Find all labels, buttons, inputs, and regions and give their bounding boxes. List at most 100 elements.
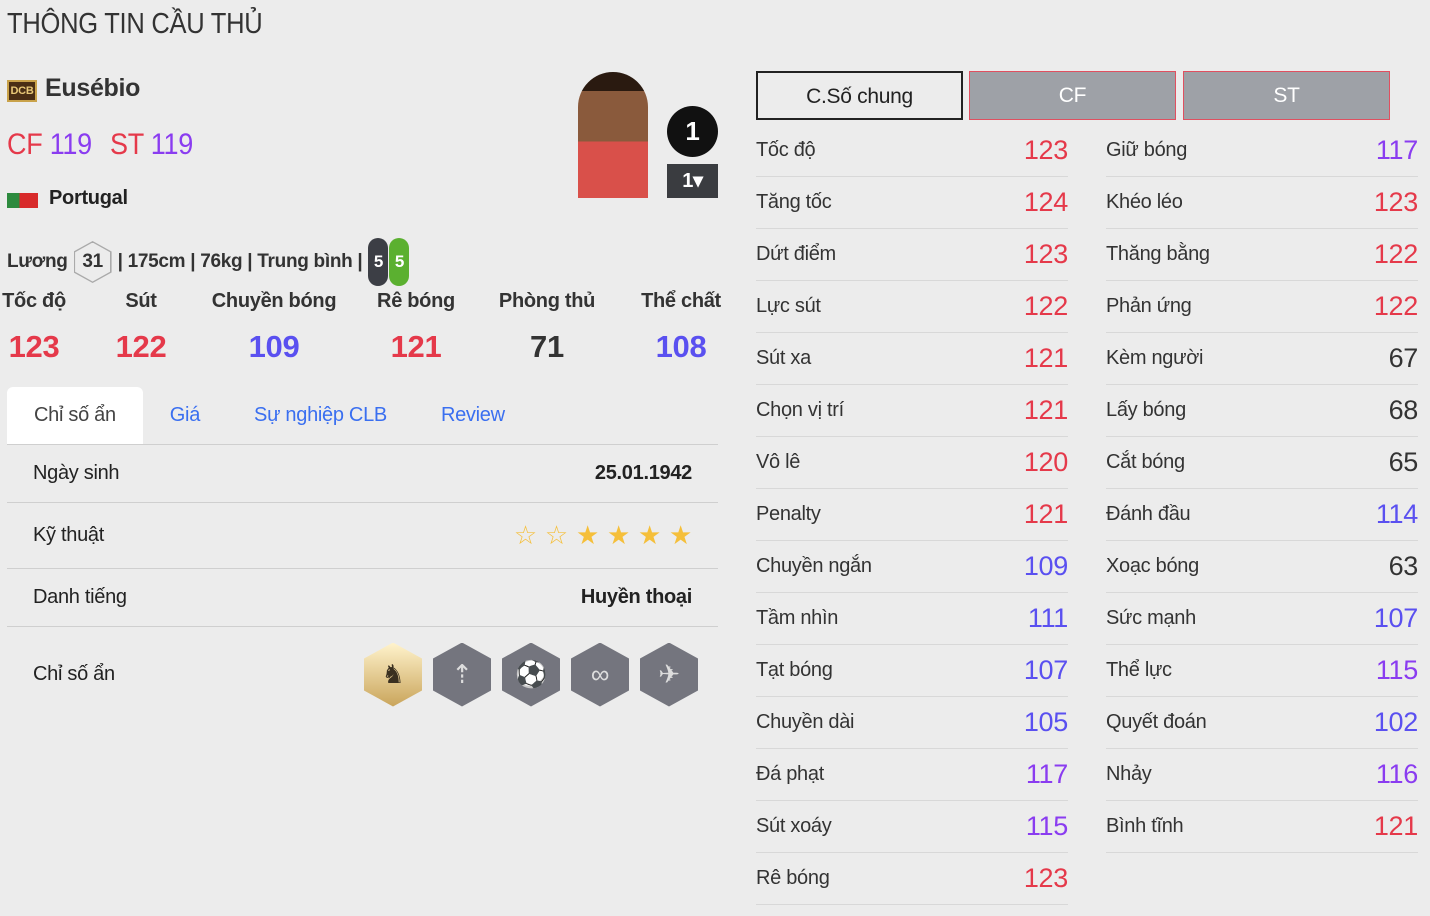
pos-ovr: 119 <box>49 128 93 161</box>
main-stat-label: Thể chất <box>641 290 721 312</box>
stat-value: 121 <box>1373 811 1418 841</box>
star-filled-icon: ★ <box>637 520 661 550</box>
stat-row: Vô lê 120 <box>756 437 1068 489</box>
stat-label: Lực sút <box>756 295 821 317</box>
main-stat: Chuyền bóng 109 <box>204 290 344 365</box>
tab-review[interactable]: Review <box>440 404 505 426</box>
stat-label: Thăng bằng <box>1106 243 1210 265</box>
stat-value: 121 <box>1023 343 1068 373</box>
stat-value: 114 <box>1375 499 1418 529</box>
left-foot: 5 <box>368 238 389 286</box>
flair-icon[interactable]: ∞ <box>571 642 629 707</box>
stat-label: Sút xa <box>756 347 811 369</box>
tab-cf-stats[interactable]: CF <box>969 71 1176 120</box>
tab-price[interactable]: Giá <box>169 404 201 426</box>
stat-label: Bình tĩnh <box>1106 815 1184 837</box>
long-shot-icon[interactable]: ⇡ <box>433 642 491 707</box>
star-filled-icon: ★ <box>575 520 599 550</box>
reputation-row: Danh tiếng Huyền thoại <box>7 568 718 626</box>
player-info: Lương 31 | 175cm | 76kg | Trung bình | 5… <box>7 238 410 286</box>
tab-club-career[interactable]: Sự nghiệp CLB <box>254 404 387 426</box>
stat-row: Chọn vị trí 121 <box>756 385 1068 437</box>
rep-label: Danh tiếng <box>33 586 127 608</box>
player-name: Eusébio <box>45 74 141 102</box>
stat-label: Quyết đoán <box>1106 711 1207 733</box>
salary-hex-icon: 31 <box>73 241 112 283</box>
stat-row: Xoạc bóng 63 <box>1106 541 1418 593</box>
star-empty-icon: ☆ <box>513 520 537 550</box>
main-stat: Phòng thủ 71 <box>477 290 617 365</box>
stat-value: 102 <box>1373 707 1418 737</box>
stat-row: Tốc độ 123 <box>756 125 1068 177</box>
stat-label: Sút xoáy <box>756 815 832 837</box>
tab-general-stats[interactable]: C.Số chung <box>756 71 963 120</box>
level-badge: 1 <box>667 106 718 157</box>
stat-label: Tạt bóng <box>756 659 833 681</box>
main-stat: Thể chất 108 <box>611 290 751 365</box>
stat-label: Đánh đầu <box>1106 503 1191 525</box>
stat-value: 67 <box>1388 343 1419 373</box>
stat-row: Cắt bóng 65 <box>1106 437 1418 489</box>
stat-value: 107 <box>1023 655 1068 685</box>
stat-row: Giữ bóng 117 <box>1106 125 1418 177</box>
stat-label: Thể lực <box>1106 659 1172 681</box>
main-stat-label: Rê bóng <box>377 290 455 312</box>
stat-label: Tốc độ <box>756 139 816 161</box>
birth-label: Ngày sinh <box>33 462 120 484</box>
stat-label: Chuyền dài <box>756 711 855 733</box>
stat-value: 123 <box>1023 135 1068 165</box>
stat-value: 122 <box>1373 291 1418 321</box>
tab-st-stats[interactable]: ST <box>1183 71 1390 120</box>
stat-value: 115 <box>1375 655 1418 685</box>
position-st: ST 119 <box>110 128 193 162</box>
stat-label: Chọn vị trí <box>756 399 844 421</box>
rep-value: Huyền thoại <box>580 586 692 608</box>
main-stat: Sút 122 <box>71 290 211 365</box>
stat-value: 107 <box>1373 603 1418 633</box>
stat-row: Lực sút 122 <box>756 281 1068 333</box>
player-photo <box>578 72 648 198</box>
stat-row: Sức mạnh 107 <box>1106 593 1418 645</box>
stat-label: Giữ bóng <box>1106 139 1188 161</box>
stat-value: 109 <box>1023 551 1068 581</box>
stat-value: 63 <box>1388 551 1419 581</box>
stat-value: 117 <box>1375 135 1418 165</box>
stat-label: Cắt bóng <box>1106 451 1185 473</box>
info-tabs: Chỉ số ẩn Giá Sự nghiệp CLB Review <box>7 387 532 444</box>
stat-value: 122 <box>1373 239 1418 269</box>
salary-label: Lương <box>7 251 68 272</box>
stat-value: 111 <box>1027 603 1068 633</box>
speed-dribbler-icon[interactable]: ⚽ <box>502 642 560 707</box>
stat-row: Penalty 121 <box>756 489 1068 541</box>
stat-label: Phản ứng <box>1106 295 1192 317</box>
stat-label: Tầm nhìn <box>756 607 839 629</box>
stat-row: Sút xoáy 115 <box>756 801 1068 853</box>
star-filled-icon: ★ <box>606 520 630 550</box>
power-header-icon[interactable]: ✈ <box>640 642 698 707</box>
main-stat: Rê bóng 121 <box>346 290 486 365</box>
stat-label: Khéo léo <box>1106 191 1183 213</box>
stat-label: Vô lê <box>756 451 801 473</box>
main-stat-label: Tốc độ <box>2 290 66 312</box>
stat-row: Chuyền dài 105 <box>756 697 1068 749</box>
stat-label: Nhảy <box>1106 763 1152 785</box>
stat-row: Đá phạt 117 <box>756 749 1068 801</box>
stat-label: Penalty <box>756 503 821 525</box>
level-select[interactable]: 1▾ <box>667 164 718 198</box>
stat-row: Tăng tốc 124 <box>756 177 1068 229</box>
season-badge: DCB <box>7 80 37 102</box>
knight-horse-icon[interactable]: ♞ <box>364 642 422 707</box>
star-filled-icon: ★ <box>668 520 692 550</box>
pos-ovr: 119 <box>150 128 194 161</box>
stat-row: Sút xa 121 <box>756 333 1068 385</box>
tab-hidden-stats[interactable]: Chỉ số ẩn <box>7 387 143 444</box>
traits-row: Chỉ số ẩn ♞ ⇡ ⚽ ∞ ✈ <box>7 626 718 722</box>
stat-row: Khéo léo 123 <box>1106 177 1418 229</box>
stat-row: Thể lực 115 <box>1106 645 1418 697</box>
stat-value: 116 <box>1375 759 1418 789</box>
stat-row: Bình tĩnh 121 <box>1106 801 1418 853</box>
stat-label: Xoạc bóng <box>1106 555 1199 577</box>
stat-label: Chuyền ngắn <box>756 555 872 577</box>
stat-label: Đá phạt <box>756 763 824 785</box>
stat-row: Quyết đoán 102 <box>1106 697 1418 749</box>
